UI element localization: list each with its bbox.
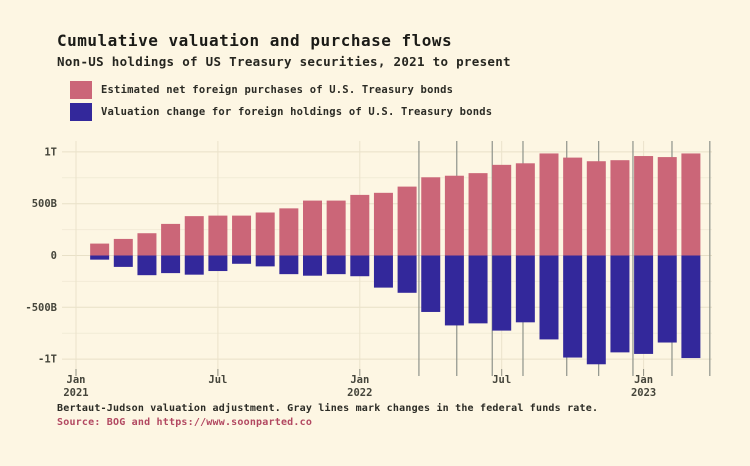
legend-swatch-valuation <box>70 103 92 121</box>
bar-valuation <box>634 255 654 354</box>
bar-valuation <box>208 255 228 272</box>
bar-valuation <box>279 255 299 275</box>
bar-purchases <box>515 163 535 256</box>
bar-purchases <box>184 216 204 256</box>
bar-purchases <box>303 200 322 256</box>
bar-purchases <box>563 157 583 256</box>
y-axis-label: -500B <box>25 302 57 314</box>
bar-purchases <box>373 192 393 256</box>
bar-valuation <box>350 255 370 277</box>
bar-purchases <box>657 157 677 256</box>
bar-valuation <box>373 255 393 288</box>
bar-valuation <box>326 255 346 275</box>
chart-footnote: Bertaut-Judson valuation adjustment. Gra… <box>57 403 599 414</box>
x-axis-label: Jul <box>492 374 511 386</box>
chart-title: Cumulative valuation and purchase flows <box>57 31 453 50</box>
bar-purchases <box>397 186 417 256</box>
bar-purchases <box>232 215 252 256</box>
bar-valuation <box>563 255 583 358</box>
x-axis-label: Jul <box>208 374 227 386</box>
bar-purchases <box>137 233 157 256</box>
source-text: Source: BOG and https://www.soonparted.c… <box>57 417 313 428</box>
bar-valuation <box>255 255 275 267</box>
legend-item-purchases: Estimated net foreign purchases of U.S. … <box>70 81 492 99</box>
bar-valuation <box>657 255 677 343</box>
chart-subtitle: Non-US holdings of US Treasury securitie… <box>57 54 511 69</box>
x-axis-label-year: 2022 <box>347 387 372 399</box>
bar-valuation <box>161 255 181 274</box>
legend: Estimated net foreign purchases of U.S. … <box>70 81 492 125</box>
y-axis-label: 500B <box>32 198 57 210</box>
bar-purchases <box>681 153 701 256</box>
bar-valuation <box>113 255 133 267</box>
bar-purchases <box>350 194 370 256</box>
bar-purchases <box>208 215 228 256</box>
bar-valuation <box>539 255 559 340</box>
x-axis-label-year: 2023 <box>631 387 656 399</box>
bar-purchases <box>468 173 488 256</box>
legend-label-valuation: Valuation change for foreign holdings of… <box>101 106 493 118</box>
legend-label-purchases: Estimated net foreign purchases of U.S. … <box>101 84 454 96</box>
bar-valuation <box>492 255 512 331</box>
bar-valuation <box>397 255 417 293</box>
y-axis-label: -1T <box>38 354 57 366</box>
bar-valuation <box>468 255 488 324</box>
bar-valuation <box>444 255 464 326</box>
bar-valuation <box>184 255 204 275</box>
legend-item-valuation: Valuation change for foreign holdings of… <box>70 103 492 121</box>
bar-purchases <box>539 153 559 256</box>
bar-valuation <box>610 255 630 353</box>
x-axis-label: Jan <box>634 374 653 386</box>
bar-valuation <box>515 255 535 323</box>
bar-purchases <box>90 243 110 256</box>
bar-purchases <box>421 177 441 256</box>
y-axis-label: 1T <box>44 146 57 158</box>
x-axis-label-year: 2021 <box>63 387 88 399</box>
x-axis-label: Jan <box>67 374 86 386</box>
legend-swatch-purchases <box>70 81 92 99</box>
bar-valuation <box>681 255 701 359</box>
bar-purchases <box>444 175 464 256</box>
bar-purchases <box>161 223 181 256</box>
x-axis-label: Jan <box>350 374 369 386</box>
bar-purchases <box>634 156 654 256</box>
bar-valuation <box>137 255 157 276</box>
bar-purchases <box>279 208 299 256</box>
bar-purchases <box>610 160 630 256</box>
bar-purchases <box>492 164 512 256</box>
bar-valuation <box>303 255 322 276</box>
bar-valuation <box>90 255 110 260</box>
bar-purchases <box>326 200 346 256</box>
bar-valuation <box>421 255 441 312</box>
y-axis-label: 0 <box>51 250 57 262</box>
bar-purchases <box>586 161 606 256</box>
bar-valuation <box>232 255 252 264</box>
bar-purchases <box>255 212 275 256</box>
bar-purchases <box>113 238 133 256</box>
bar-valuation <box>586 255 606 365</box>
